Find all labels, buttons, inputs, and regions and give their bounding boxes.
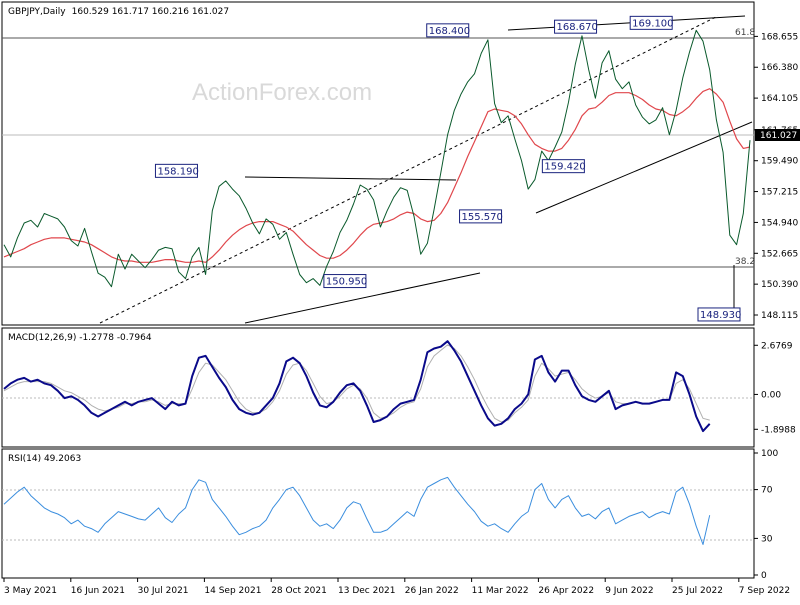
rsi-label: RSI(14) 49.2063 (8, 454, 81, 464)
annotation-label: 168.400 (429, 26, 470, 37)
macd-series-layer (3, 340, 711, 433)
price-annotations: 168.400 168.670 169.100 158.190 155.570 159.4… (154, 15, 741, 322)
annotation-label: 148.930 (700, 310, 741, 321)
x-tick-label: 26 Apr 2022 (538, 586, 594, 596)
annotation-box (697, 307, 741, 322)
macd-line (3, 340, 711, 433)
price-tick-label: 159.490 (761, 157, 798, 167)
rsi-tick-label: 100 (761, 449, 778, 459)
x-tick-label: 11 Mar 2022 (472, 586, 529, 596)
rsi-tick-label: 30 (761, 534, 773, 544)
timeframe-label: Daily (43, 7, 66, 17)
annotation-box (554, 19, 598, 34)
annotation-168-670: 168.670 (554, 19, 598, 34)
macd-tick-label: 2.6769 (761, 341, 793, 351)
x-tick-label: 25 Jul 2022 (672, 586, 723, 596)
macd-label: MACD(12,26,9) -1.2778 -0.7964 (8, 333, 152, 343)
annotation-box (323, 274, 367, 289)
x-tick-label: 28 Oct 2021 (271, 586, 327, 596)
annotation-148-930: 148.930 (697, 307, 741, 322)
annotation-box (426, 23, 470, 38)
macd-axis: 2.6769 0.00 -1.8988 (754, 341, 796, 435)
price-tick-label: 148.115 (761, 311, 798, 321)
x-axis: 3 May 2021 16 Jun 2021 30 Jul 2021 14 Sep 2… (3, 578, 790, 596)
symbol-label: GBPJPY (8, 7, 40, 17)
chart-header: GBPJPY,Daily 160.529 161.717 160.216 161.… (8, 7, 229, 17)
price-tick-label: 154.940 (761, 218, 798, 228)
price-tick-label: 168.655 (761, 32, 798, 42)
annotation-label: 168.670 (557, 22, 598, 33)
x-tick-label: 14 Sep 2021 (204, 586, 261, 596)
price-series-layer (3, 29, 751, 288)
ohlc-label: 160.529 161.717 160.216 161.027 (72, 7, 229, 17)
x-tick-label: 26 Jan 2022 (405, 586, 459, 596)
macd-tick-label: 0.00 (761, 390, 781, 400)
price-tick-label: 164.105 (761, 94, 798, 104)
x-tick-label: 30 Jul 2021 (138, 586, 189, 596)
price-panel-frame (1, 1, 755, 326)
rsi-line (3, 476, 711, 545)
x-tick-label: 16 Jun 2021 (71, 586, 125, 596)
annotation-box (154, 163, 198, 178)
rsi-panel-frame (1, 448, 755, 579)
channel-upper-dashed (99, 15, 719, 324)
watermark: ActionForex.com (192, 79, 372, 106)
annotation-label: 155.570 (462, 212, 503, 223)
annotation-158-190: 158.190 (154, 163, 199, 178)
annotation-label: 158.190 (157, 166, 198, 177)
current-price-badge (755, 129, 800, 141)
annotation-box (629, 15, 673, 30)
annotation-label: 169.100 (632, 18, 673, 29)
macd-tick-label: -1.8988 (761, 425, 796, 435)
annotation-150-950: 150.950 (323, 274, 367, 289)
rsi-axis: 100 70 30 0 (754, 449, 778, 581)
annotation-168-400: 168.400 (426, 23, 470, 38)
x-tick-label: 3 May 2021 (4, 586, 57, 596)
fib-61-8-label: 61.8 (735, 28, 755, 38)
rsi-tick-label: 0 (761, 571, 767, 581)
lower-trendline (244, 272, 481, 324)
annotation-169-100: 169.100 (629, 15, 674, 30)
annotation-label: 159.420 (544, 162, 585, 173)
price-tick-label: 152.665 (761, 249, 798, 259)
header-sep: , (40, 7, 43, 17)
price-tick-label: 150.390 (761, 280, 798, 290)
top-trendline (507, 15, 746, 31)
price-tick-label: 157.215 (761, 188, 798, 198)
resistance-158-line (244, 176, 457, 181)
annotation-box (541, 159, 585, 174)
x-tick-label: 13 Dec 2021 (338, 586, 396, 596)
macd-panel-frame (1, 327, 755, 448)
annotation-155-570: 155.570 (459, 209, 503, 224)
channel-support-line (535, 121, 753, 214)
fib-38-2-label: 38.2 (735, 257, 755, 267)
x-tick-label: 9 Jun 2022 (605, 586, 653, 596)
annotation-label: 150.950 (326, 277, 367, 288)
annotation-159-420: 159.420 (541, 159, 586, 174)
annotation-box (459, 209, 503, 224)
price-line (3, 29, 751, 288)
x-tick-label: 7 Sep 2022 (739, 586, 790, 596)
price-tick-label: 166.380 (761, 63, 798, 73)
current-price-label: 161.027 (760, 131, 797, 141)
rsi-tick-label: 70 (761, 486, 773, 496)
rsi-series-layer (3, 476, 711, 545)
